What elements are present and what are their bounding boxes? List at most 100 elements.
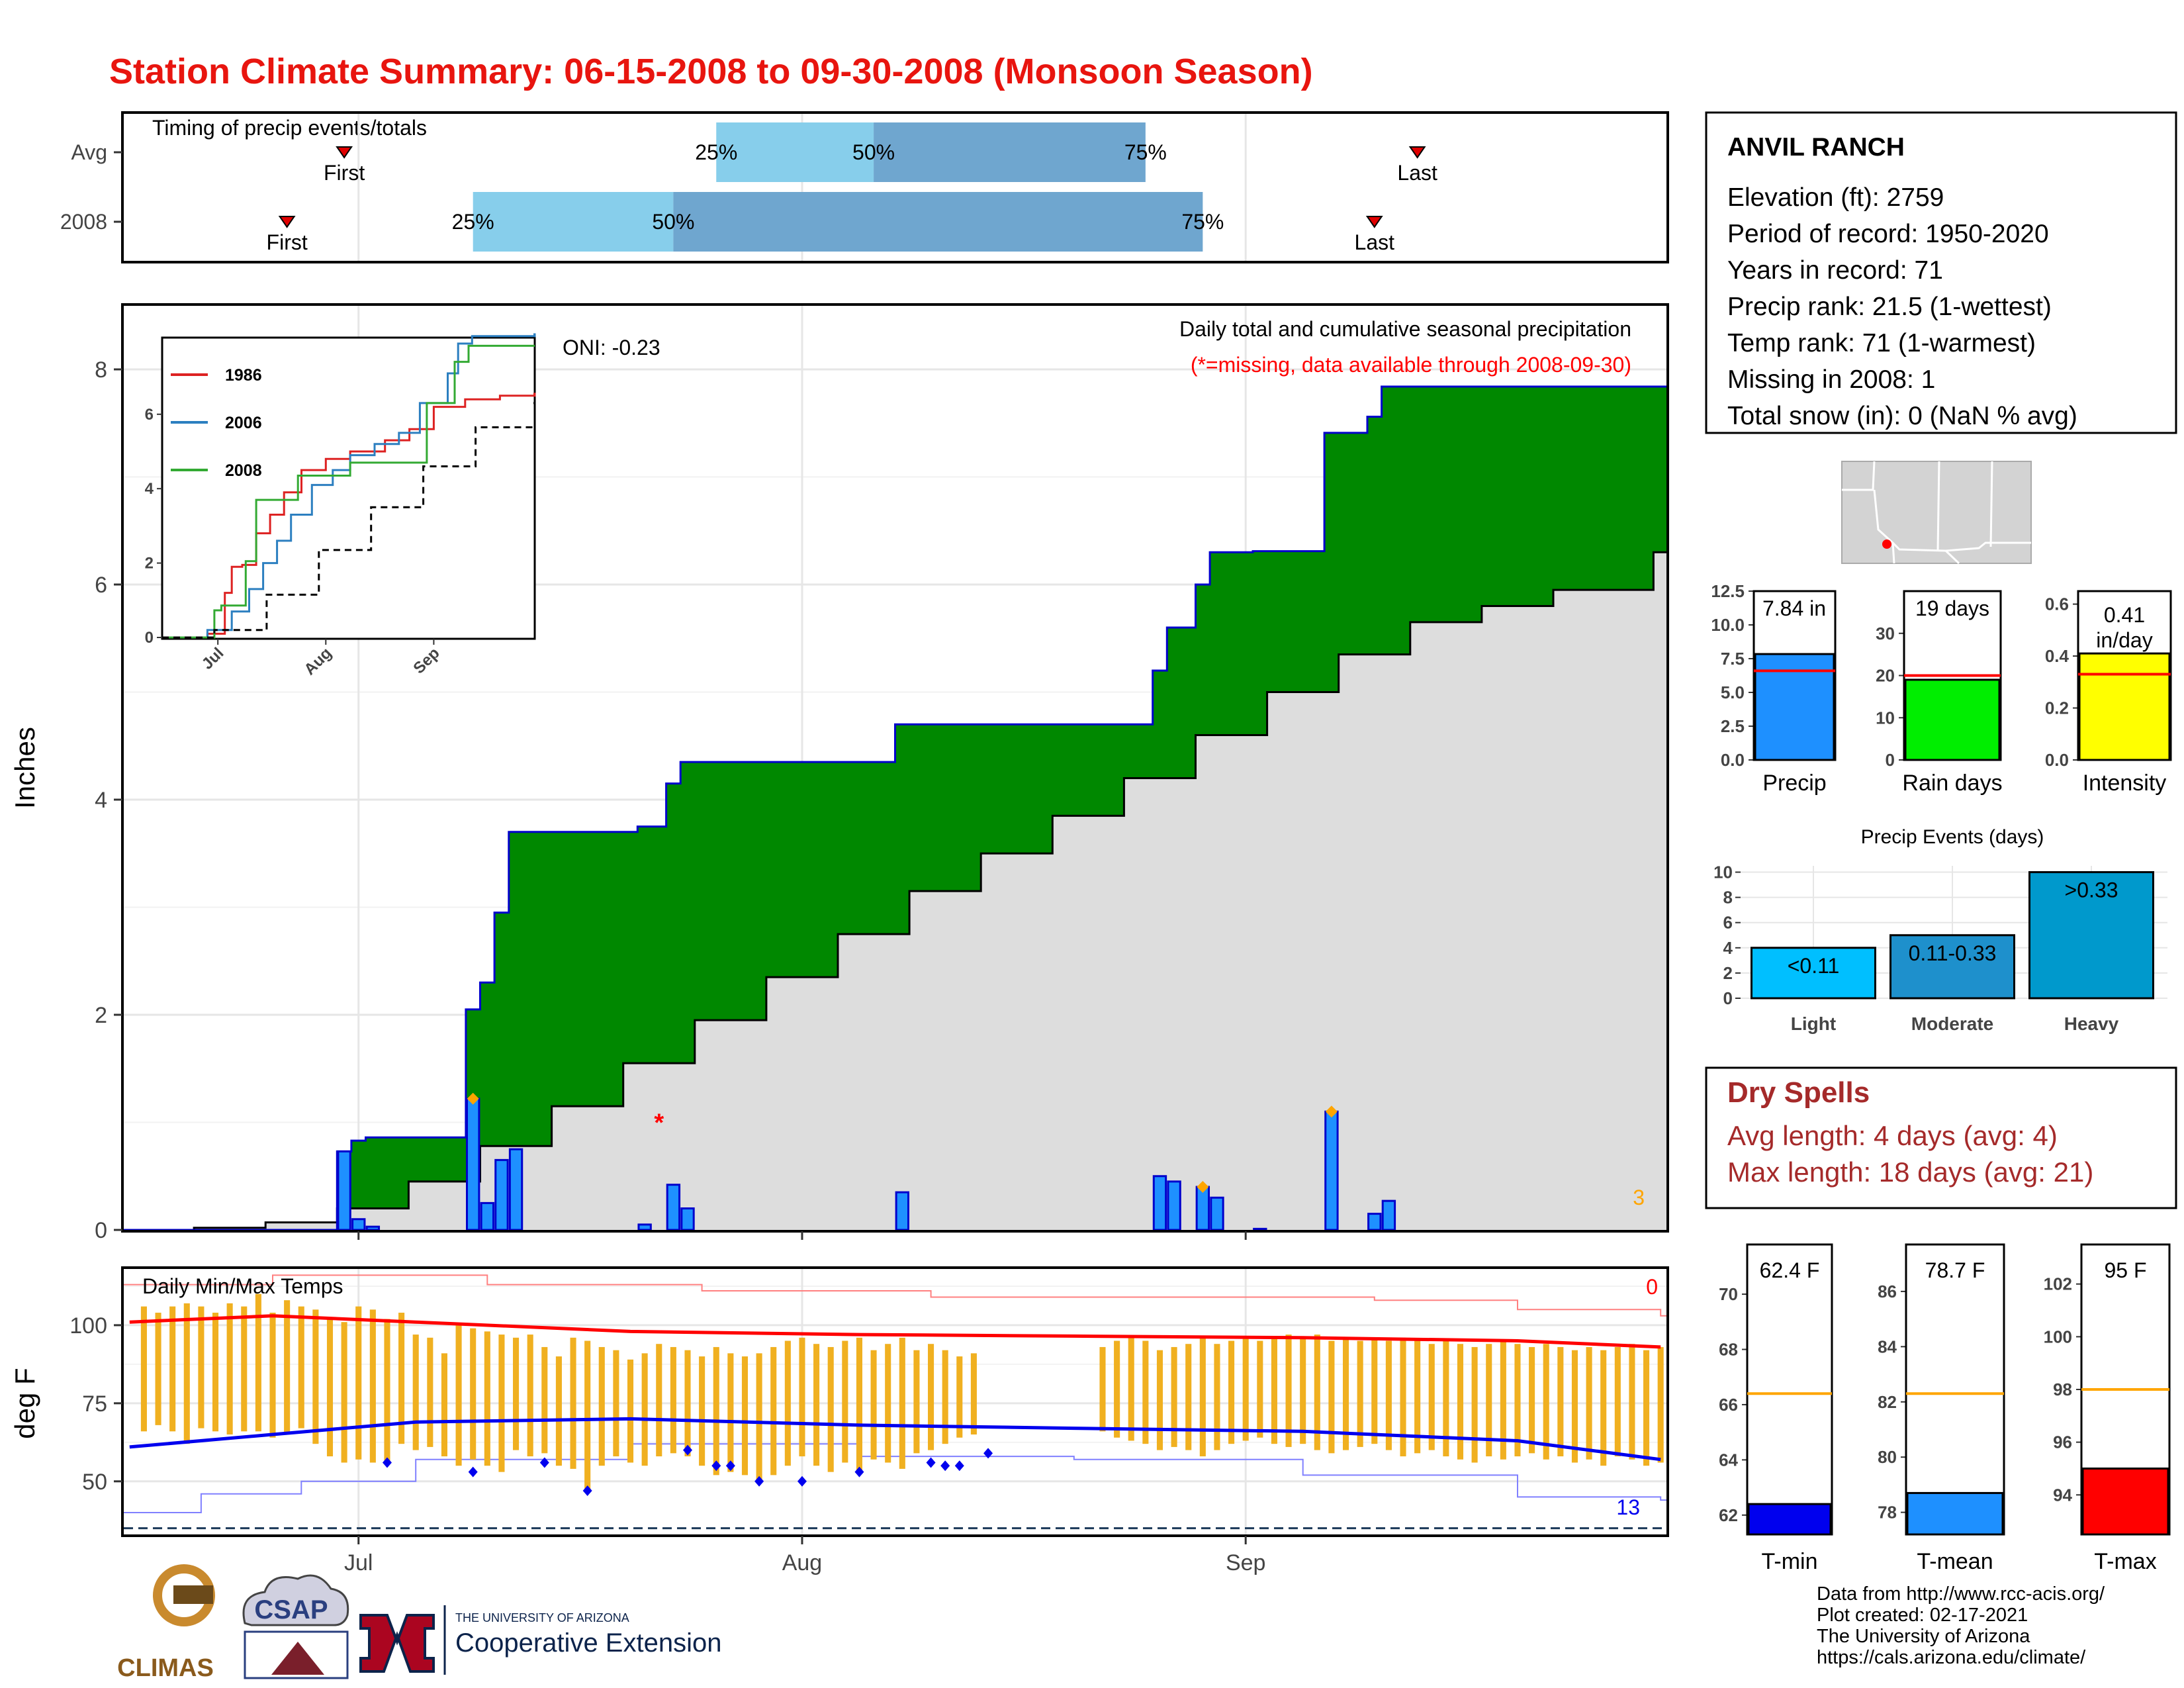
daily-temp-range-bar — [169, 1306, 176, 1432]
timing-title: Timing of precip events/totals — [152, 116, 427, 140]
daily-temp-range-bar — [1156, 1350, 1163, 1450]
daily-temp-range-bar — [412, 1335, 419, 1450]
record-low-marker — [926, 1457, 936, 1468]
timing-first-label: First — [324, 161, 365, 185]
temp-bar-label: T-mean — [1917, 1549, 1993, 1574]
daily-precip-bar — [666, 1184, 681, 1231]
temp-bar-value-label: 78.7 F — [1925, 1258, 1985, 1282]
temp-bar-frame — [1905, 1243, 2005, 1536]
summary-bar-tick-label: 20 — [1876, 666, 1895, 686]
station-name: ANVIL RANCH — [1727, 133, 1905, 162]
daily-temp-range-bar — [1314, 1335, 1320, 1450]
station-info-line: Years in record: 71 — [1727, 256, 1943, 285]
daily-temp-range-bar — [1400, 1337, 1406, 1457]
daily-temp-range-bar — [155, 1313, 161, 1425]
intensity-value: 0.41 in/day — [2096, 603, 2152, 652]
precip-y-axis-label: Inches — [9, 727, 40, 809]
inset-series-1986 — [162, 393, 536, 639]
timing-panel: Timing of precip events/totals Avg 25% 50%… — [60, 111, 1669, 263]
timing-p25-label: 25% — [695, 140, 737, 164]
precip-panel-frame — [121, 303, 1669, 1233]
flagged-day-marker — [1325, 1105, 1338, 1118]
summary-bar-tick-label: 0.4 — [2045, 646, 2070, 666]
record-low-marker — [711, 1460, 721, 1472]
record-low-marker — [754, 1476, 764, 1487]
daily-temp-range-bar — [1385, 1340, 1392, 1450]
csap-mountain-icon — [271, 1642, 324, 1675]
daily-temp-range-bar — [527, 1335, 533, 1457]
daily-temp-range-bar — [1357, 1340, 1363, 1447]
temp-bar-value-label: 62.4 F — [1760, 1258, 1820, 1282]
daily-temp-range-bar — [1214, 1344, 1220, 1450]
dry-spells-avg-length: Avg length: 4 days (avg: 4) — [1727, 1120, 2058, 1151]
timing-last-marker — [1365, 216, 1383, 228]
daily-temp-range-bar — [942, 1350, 948, 1444]
summary-bar-label: Intensity — [2083, 771, 2167, 796]
daily-temp-range-bar — [1543, 1344, 1549, 1460]
daily-precip-bar — [1210, 1196, 1224, 1231]
flagged-day-marker — [467, 1092, 479, 1105]
daily-precip-bar — [680, 1207, 695, 1231]
timing-p25-label: 25% — [452, 210, 494, 234]
temperature-panel: Daily Min/Max Temps 0 13 deg F 50 75 100 Ju… — [9, 1266, 1669, 1575]
daily-temp-range-bar — [470, 1328, 477, 1460]
daily-temp-range-bar — [427, 1337, 433, 1447]
summary-bars: 0.0 2.5 5.0 7.5 10.0 12.5 Precip 0 10 20 30 Rain da… — [1711, 581, 2172, 796]
daily-temp-range-bar — [441, 1353, 447, 1457]
daily-precip-bar — [1152, 1175, 1167, 1231]
daily-precip-bar — [480, 1201, 495, 1231]
temp-bar-value-1 — [1906, 1491, 2004, 1536]
events-category-label: Heavy — [2064, 1013, 2119, 1034]
daily-temp-range-bar — [1586, 1346, 1592, 1460]
temp-bar-tick-label: 62 — [1719, 1505, 1738, 1525]
summary-bar-tick-label: 0.0 — [2045, 750, 2069, 770]
daily-precip-bar — [1195, 1186, 1210, 1231]
daily-temp-range-bar — [484, 1331, 490, 1466]
daily-temp-range-bar — [1657, 1346, 1664, 1463]
daily-temp-range-bar — [1300, 1337, 1306, 1444]
summary-bar-tick-label: 10 — [1876, 708, 1895, 727]
temp-bar-tick-label: 66 — [1719, 1395, 1738, 1415]
station-info-line: Temp rank: 71 (1-warmest) — [1727, 329, 2036, 357]
daily-precip-bar — [1253, 1227, 1267, 1231]
temp-x-tick-label: Jul — [344, 1550, 373, 1575]
daily-temp-range-bar — [770, 1346, 777, 1476]
timing-first-marker — [336, 146, 353, 159]
daily-temp-range-bar — [713, 1346, 719, 1476]
daily-temp-range-bar — [226, 1303, 233, 1435]
daily-temp-range-bar — [140, 1306, 147, 1432]
summary-bar-tick-label: 7.5 — [1721, 649, 1745, 669]
daily-precip-bar — [365, 1225, 381, 1231]
daily-temp-range-bar — [913, 1350, 920, 1454]
events-y-tick-label: 8 — [1723, 888, 1733, 908]
daily-temp-range-bar — [1257, 1340, 1263, 1438]
daily-temp-range-bar — [1142, 1340, 1149, 1444]
daily-temp-range-bar — [956, 1356, 963, 1438]
university-logo-line2: Cooperative Extension — [455, 1628, 721, 1658]
daily-temp-range-bar — [1457, 1344, 1464, 1460]
events-bar-heavy — [2028, 871, 2154, 1000]
daily-precip-bar — [1167, 1180, 1181, 1231]
record-low-marker — [725, 1460, 735, 1472]
station-info-frame — [1705, 111, 2177, 434]
temp-bar-tick-label: 80 — [1878, 1447, 1897, 1467]
summary-bar-tick-label: 30 — [1876, 624, 1895, 643]
record-low-marker — [954, 1460, 964, 1472]
precip-y-tick-label: 0 — [95, 1218, 107, 1243]
timing-bar-25-50 — [716, 122, 874, 182]
daily-temp-range-bar — [842, 1340, 848, 1463]
temp-bar-tick-label: 86 — [1878, 1282, 1897, 1301]
climas-logo-text: CLIMAS — [117, 1654, 214, 1682]
daily-temp-range-bar — [1557, 1346, 1564, 1457]
record-low-marker — [382, 1457, 392, 1468]
events-y-tick-label: 0 — [1723, 988, 1733, 1008]
record-low-marker — [683, 1444, 693, 1456]
timing-bar-50-75 — [874, 122, 1146, 182]
inset-y-tick-label: 0 — [145, 629, 154, 647]
daily-temp-range-bar — [198, 1306, 205, 1429]
timing-p50-label: 50% — [852, 140, 895, 164]
daily-temp-range-bar — [513, 1337, 520, 1450]
daily-precip-bar — [508, 1148, 523, 1231]
dry-spells-title: Dry Spells — [1727, 1076, 1870, 1109]
